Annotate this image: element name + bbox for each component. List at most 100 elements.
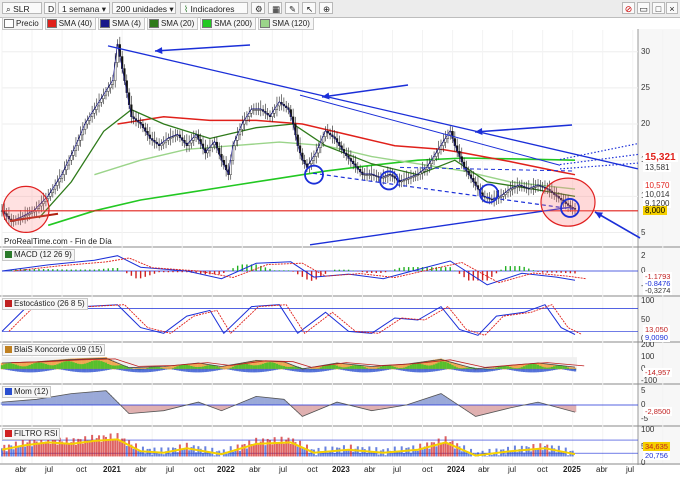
- minimize-icon[interactable]: ▭: [637, 2, 650, 14]
- koncorde-green-bar: [326, 364, 329, 369]
- candle-body: [259, 109, 262, 111]
- rsi-bar: [352, 451, 355, 457]
- momentum-bar: [307, 405, 311, 414]
- koncorde-green-bar: [321, 366, 325, 369]
- candle-body: [245, 116, 249, 121]
- rsi-bar: [550, 445, 553, 457]
- legend-item[interactable]: SMA (200): [200, 16, 257, 30]
- candle-body: [255, 109, 258, 111]
- wrench-icon[interactable]: ⚙: [251, 2, 265, 14]
- rsi-bar: [123, 438, 126, 457]
- legend-item[interactable]: SMA (40): [44, 16, 97, 30]
- momentum-bar: [425, 398, 429, 405]
- rsi-bar: [70, 442, 73, 457]
- symbol-selector[interactable]: ⌕ SLR: [2, 2, 42, 14]
- units-selector[interactable]: 200 unidades ▾: [112, 2, 176, 14]
- koncorde-blue-bar: [430, 368, 433, 372]
- legend-item[interactable]: SMA (4): [98, 16, 145, 30]
- candle-body: [430, 159, 433, 165]
- rsi-bar: [109, 433, 112, 457]
- momentum-bar: [481, 405, 484, 415]
- koncorde-green-bar: [444, 361, 447, 369]
- koncorde-green-bar: [93, 360, 96, 369]
- koncorde-green-bar: [0, 365, 4, 369]
- koncorde-blue-bar: [301, 368, 304, 373]
- koncorde-blue-bar: [536, 368, 540, 373]
- time-axis-label: oct: [194, 465, 205, 474]
- grid-icon[interactable]: ▦: [268, 2, 282, 14]
- koncorde-orange-bar: [169, 366, 172, 370]
- zoom-icon[interactable]: ⊕: [319, 2, 333, 14]
- koncorde-green-bar: [351, 365, 355, 369]
- koncorde-orange-bar: [257, 360, 260, 370]
- legend-item[interactable]: SMA (20): [146, 16, 199, 30]
- koncorde-blue-bar: [93, 368, 96, 373]
- koncorde-green-bar: [53, 365, 57, 369]
- momentum-bar: [264, 397, 267, 405]
- rsi-bar: [241, 444, 244, 457]
- rsi-bar: [104, 436, 107, 457]
- momentum-bar: [296, 405, 300, 413]
- indicators-button[interactable]: ⌇ Indicadores: [180, 2, 248, 14]
- candle-body: [26, 214, 29, 216]
- koncorde-blue-bar: [342, 368, 346, 371]
- rsi-bar: [24, 446, 27, 457]
- momentum-bar: [282, 399, 286, 405]
- momentum-bar: [199, 403, 203, 405]
- koncorde-blue-bar: [571, 368, 574, 372]
- rsi-bar: [437, 438, 440, 457]
- koncorde-blue-bar: [315, 368, 318, 373]
- rsi-bar: [509, 450, 512, 457]
- candle-body: [513, 187, 517, 189]
- koncorde-blue-bar: [405, 368, 408, 372]
- koncorde-blue-bar: [30, 368, 34, 373]
- rsi-bar: [44, 441, 47, 457]
- momentum-bar: [259, 396, 263, 405]
- koncorde-orange-bar: [167, 366, 170, 370]
- close-icon[interactable]: ×: [666, 2, 678, 14]
- draw-tool-icon[interactable]: ✎: [285, 2, 299, 14]
- maximize-icon[interactable]: □: [652, 2, 665, 14]
- koncorde-blue-bar: [372, 368, 376, 372]
- koncorde-green-bar: [437, 362, 440, 369]
- koncorde-green-bar: [416, 363, 420, 369]
- momentum-bar: [317, 405, 320, 410]
- rsi-bar: [467, 452, 470, 457]
- momentum-bar: [338, 402, 341, 405]
- rsi-bar: [262, 438, 265, 457]
- cursor-icon[interactable]: ↖: [302, 2, 316, 14]
- macd-histogram-bar: [435, 267, 438, 271]
- koncorde-orange-bar: [488, 368, 491, 370]
- mode-badge[interactable]: D: [44, 2, 56, 14]
- rsi-bar: [54, 438, 57, 457]
- panel-label-macd[interactable]: MACD (12 26 9): [2, 249, 75, 261]
- legend-item[interactable]: Precio: [2, 16, 43, 30]
- indicator-icon: [5, 300, 12, 307]
- rsi-bar: [63, 443, 66, 457]
- candle-body: [174, 135, 177, 137]
- timeframe-selector[interactable]: 1 semana ▾: [58, 2, 110, 14]
- koncorde-blue-bar: [10, 368, 13, 371]
- alert-icon[interactable]: ⊘: [622, 2, 635, 14]
- rsi-bar: [144, 453, 147, 457]
- momentum-bar: [442, 395, 445, 405]
- macd-line: [1, 255, 576, 286]
- panel-label-mom[interactable]: Mom (12): [2, 386, 52, 398]
- koncorde-blue-bar: [271, 368, 274, 371]
- time-axis-label: oct: [307, 465, 318, 474]
- panel-label-koncorde[interactable]: BlaiS Koncorde v.09 (15): [2, 344, 106, 356]
- legend-item[interactable]: SMA (120): [258, 16, 314, 30]
- koncorde-green-bar: [211, 364, 214, 369]
- koncorde-orange-bar: [192, 363, 195, 370]
- koncorde-blue-bar: [284, 368, 288, 370]
- candle-body: [208, 147, 212, 151]
- panel-label-rsi[interactable]: FILTRO RSI: [2, 428, 61, 440]
- panel-label-stoch[interactable]: Estocástico (26 8 5): [2, 298, 88, 310]
- price-legend: Precio SMA (40) SMA (4) SMA (20) SMA (200) SM…: [0, 16, 314, 30]
- koncorde-orange-bar: [132, 368, 135, 370]
- koncorde-blue-bar: [97, 368, 101, 372]
- momentum-bar: [157, 405, 161, 412]
- rsi-bar: [553, 448, 556, 457]
- rsi-bar: [56, 444, 59, 457]
- koncorde-green-bar: [160, 367, 163, 369]
